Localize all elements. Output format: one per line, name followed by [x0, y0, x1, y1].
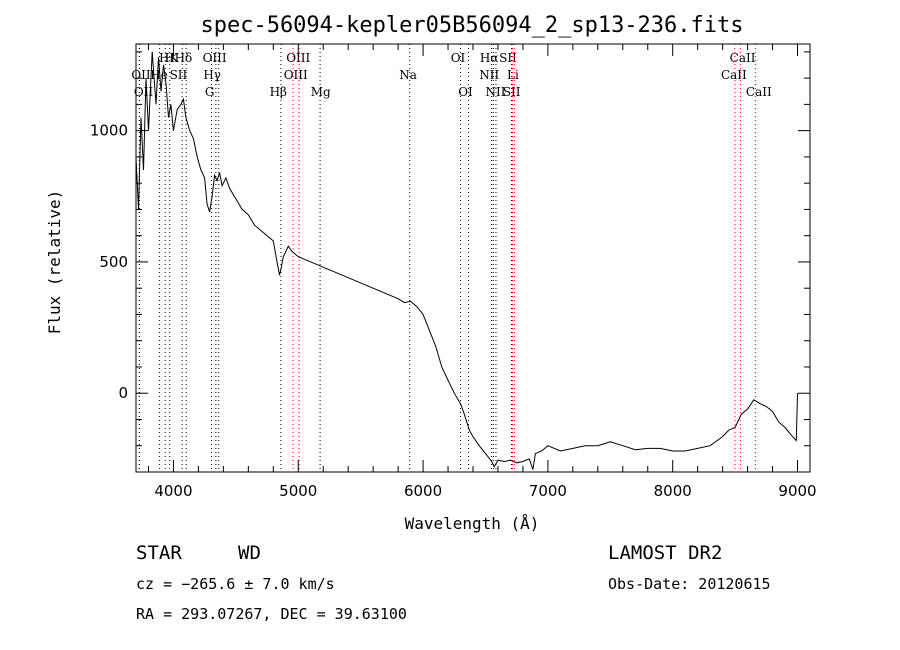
x-axis-label: Wavelength (Å) [405, 514, 540, 533]
feature-line-label: NII [479, 68, 499, 82]
feature-line-label: CaII [730, 51, 756, 65]
feature-line-label: CaII [721, 68, 747, 82]
feature-line-label: NII [485, 85, 505, 99]
plot-frame [135, 43, 811, 473]
feature-line-label: HK [159, 51, 179, 65]
x-tick-label: 9000 [778, 482, 816, 500]
y-tick-label: 500 [99, 253, 128, 271]
redshift-velocity: cz = −265.6 ± 7.0 km/s [136, 575, 335, 593]
observation-date: Obs-Date: 20120615 [608, 575, 771, 593]
feature-line-label: OI [451, 51, 466, 65]
feature-line-label: CaII [746, 85, 772, 99]
feature-line-label: SII [499, 51, 517, 65]
object-subclass: WD [238, 542, 261, 564]
feature-line-label: Na [399, 68, 417, 82]
x-tick-label: 4000 [154, 482, 192, 500]
x-tick-label: 8000 [654, 482, 692, 500]
feature-line-label: G [205, 85, 215, 99]
object-class: STAR [136, 542, 182, 564]
feature-line-label: Hγ [203, 68, 221, 82]
feature-line-label: Li [507, 68, 519, 82]
feature-line-label: OIII [286, 51, 310, 65]
feature-line-label: OII [134, 85, 154, 99]
y-axis: 0 500 1000 [90, 51, 810, 473]
feature-line-label: OI [458, 85, 473, 99]
y-tick-label: 0 [118, 384, 128, 402]
x-tick-label: 7000 [529, 482, 567, 500]
chart-title: spec-56094-kepler05B56094_2_sp13-236.fit… [200, 13, 743, 38]
x-tick-label: 6000 [404, 482, 442, 500]
y-tick-label: 1000 [90, 122, 128, 140]
survey-name: LAMOST DR2 [608, 542, 723, 564]
y-axis-label: Flux (relative) [45, 190, 64, 335]
feature-line-label: OII [131, 68, 151, 82]
feature-line-label: He [150, 68, 168, 82]
x-axis: 4000 5000 6000 7000 8000 9000 [147, 44, 817, 500]
feature-line-label: Hα [480, 51, 499, 65]
x-tick-label: 5000 [279, 482, 317, 500]
sky-coordinates: RA = 293.07267, DEC = 39.63100 [136, 605, 407, 623]
feature-line-label: Hβ [270, 85, 287, 99]
feature-line-label: Hδ [175, 51, 193, 65]
feature-line-label: Mg [311, 85, 331, 99]
feature-line-label: SII [170, 68, 188, 82]
feature-line-label: SII [503, 85, 521, 99]
feature-line-label: H [164, 51, 174, 65]
feature-line-label: OIII [203, 51, 227, 65]
spectrum-line [135, 51, 798, 470]
feature-line-label: OIII [284, 68, 308, 82]
